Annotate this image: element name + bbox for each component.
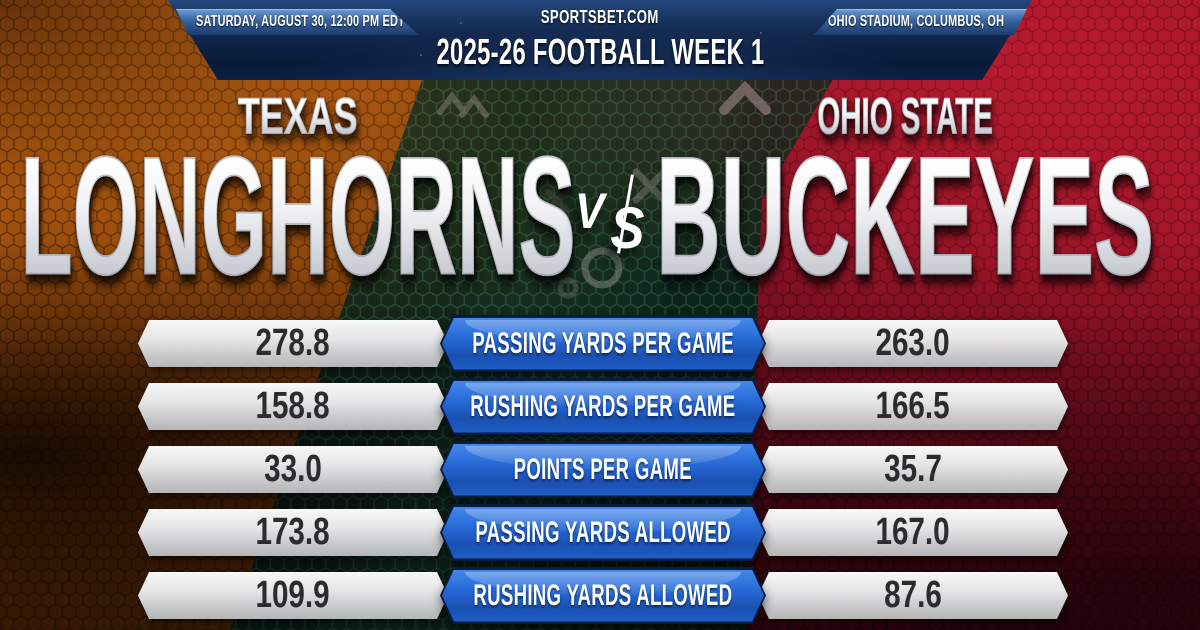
- stat-label: RUSHING YARDS ALLOWED: [473, 578, 733, 612]
- right-stat-value: 263.0: [875, 322, 951, 364]
- right-stat-value: 35.7: [884, 448, 942, 490]
- stat-banner: PASSING YARDS PER GAME: [440, 315, 766, 372]
- stat-label: PASSING YARDS ALLOWED: [475, 515, 731, 549]
- team-left-location-line: TEXAS: [0, 90, 596, 142]
- stat-row: 33.0 POINTS PER GAME 35.7: [138, 446, 1068, 495]
- stat-row: 158.8 RUSHING YARDS PER GAME 166.5: [138, 383, 1068, 432]
- stat-row: 109.9 RUSHING YARDS ALLOWED 87.6: [138, 572, 1068, 621]
- sportsbook-brand: SPORTSBET.COM: [541, 7, 659, 27]
- page-title: 2025-26 FOOTBALL WEEK 1: [436, 31, 764, 72]
- stat-label: RUSHING YARDS PER GAME: [470, 389, 736, 423]
- stat-label: POINTS PER GAME: [513, 452, 693, 486]
- right-stat-bar: 167.0: [758, 509, 1068, 556]
- title-line: 2025-26 FOOTBALL WEEK 1: [0, 31, 1200, 73]
- team-right-name-line: BUCKEYES: [607, 130, 1200, 302]
- left-stat-value: 109.9: [255, 574, 331, 616]
- left-stat-value: 33.0: [264, 448, 322, 490]
- stat-banner: RUSHING YARDS PER GAME: [440, 378, 766, 435]
- vs-mark: V S: [560, 168, 670, 278]
- left-stat-bar: 158.8: [138, 383, 448, 430]
- left-stat-value: 278.8: [255, 322, 331, 364]
- stat-row: 278.8 PASSING YARDS PER GAME 263.0: [138, 320, 1068, 369]
- stat-banner: RUSHING YARDS ALLOWED: [440, 567, 766, 624]
- right-stat-value: 167.0: [875, 511, 951, 553]
- stat-banner: POINTS PER GAME: [440, 441, 766, 498]
- team-right-location-line: OHIO STATE: [607, 90, 1200, 142]
- left-stat-value: 173.8: [255, 511, 331, 553]
- game-datetime: SATURDAY, AUGUST 30, 12:00 PM EDT: [196, 13, 405, 30]
- header-bar: SATURDAY, AUGUST 30, 12:00 PM EDT OHIO S…: [0, 0, 1200, 86]
- sparkle-dots: [520, 40, 522, 42]
- team-left-name-line: LONGHORNS: [0, 130, 596, 302]
- right-stat-bar: 166.5: [758, 383, 1068, 430]
- left-stat-value: 158.8: [255, 385, 331, 427]
- stat-banner: PASSING YARDS ALLOWED: [440, 504, 766, 561]
- right-stat-bar: 35.7: [758, 446, 1068, 493]
- vs-letter-s: S: [610, 196, 645, 261]
- team-right-name: BUCKEYES: [656, 121, 1155, 310]
- right-stat-value: 166.5: [875, 385, 951, 427]
- right-stat-bar: 87.6: [758, 572, 1068, 619]
- left-stat-bar: 278.8: [138, 320, 448, 367]
- left-stat-bar: 109.9: [138, 572, 448, 619]
- team-left-name: LONGHORNS: [20, 121, 576, 310]
- left-stat-bar: 173.8: [138, 509, 448, 556]
- team-right-location: OHIO STATE: [817, 87, 993, 145]
- vs-letter-v: V: [575, 183, 605, 239]
- site-line: SPORTSBET.COM: [0, 7, 1200, 28]
- venue-ribbon: OHIO STADIUM, COLUMBUS, OH: [814, 9, 1027, 35]
- game-venue: OHIO STADIUM, COLUMBUS, OH: [828, 13, 1005, 30]
- stat-label: PASSING YARDS PER GAME: [472, 326, 734, 360]
- team-left-location: TEXAS: [238, 87, 358, 145]
- right-stat-value: 87.6: [884, 574, 942, 616]
- left-stat-bar: 33.0: [138, 446, 448, 493]
- stat-row: 173.8 PASSING YARDS ALLOWED 167.0: [138, 509, 1068, 558]
- stats-comparison: 278.8 PASSING YARDS PER GAME 263.0 158.8…: [138, 320, 1068, 622]
- right-stat-bar: 263.0: [758, 320, 1068, 367]
- datetime-ribbon: SATURDAY, AUGUST 30, 12:00 PM EDT: [176, 9, 419, 35]
